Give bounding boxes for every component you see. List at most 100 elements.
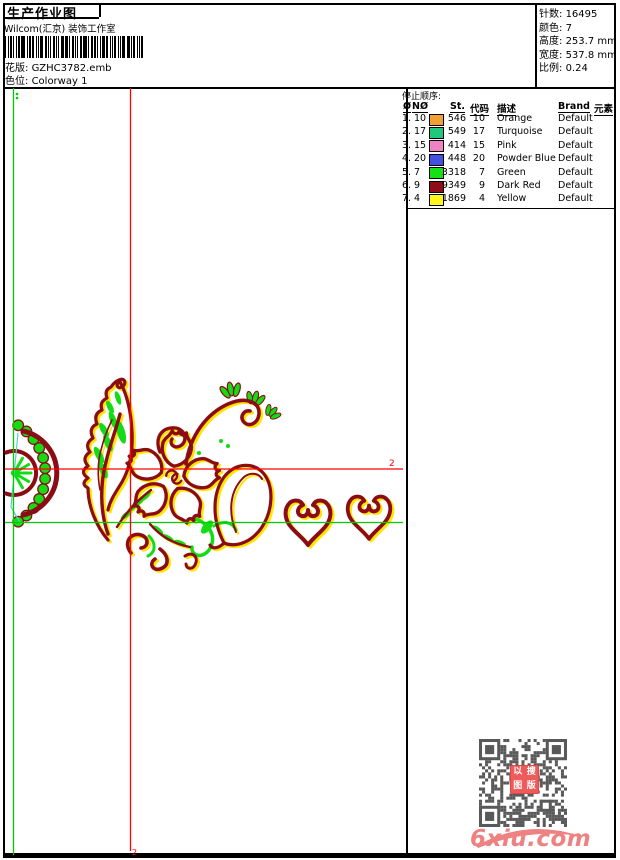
thread-swatch — [429, 181, 444, 193]
row-code: 17 — [472, 126, 485, 138]
row-description: Yellow — [497, 193, 527, 205]
row-stitches: 3318 — [441, 166, 466, 178]
row-num: 4. — [402, 153, 412, 165]
col-num: Ø — [403, 101, 412, 113]
row-brand: Default — [558, 193, 593, 205]
thread-swatch — [429, 194, 444, 206]
stat-width: 宽度: 537.8 mm — [539, 46, 617, 61]
row-description: Powder Blue — [497, 153, 556, 165]
row-needle: 20 — [414, 153, 427, 165]
thread-swatch — [429, 140, 444, 152]
hoop-marker-right: 2 — [389, 459, 395, 469]
col-element: 元素 — [594, 101, 614, 116]
stats-box-divider — [535, 3, 537, 87]
row-needle: 7 — [414, 166, 421, 178]
colorway-line: 色位: Colorway 1 — [5, 72, 87, 87]
row-needle: 9 — [414, 180, 421, 191]
title-box-border-right — [99, 3, 101, 17]
watermark-swoosh — [476, 828, 580, 848]
title-box-border-bottom — [3, 17, 99, 19]
stat-label: 比例: — [539, 63, 563, 74]
stat-stitches: 针数: 16495 — [539, 5, 597, 20]
col-description: 描述 — [497, 101, 517, 116]
col-brand: Brand — [558, 101, 590, 113]
thread-swatch — [429, 154, 444, 166]
colorway-label: 色位: — [5, 76, 29, 87]
stat-height: 高度: 253.7 mm — [539, 32, 617, 47]
row-num: 1. — [402, 113, 412, 124]
col-code: 代码 — [470, 101, 490, 116]
thread-swatch — [429, 127, 444, 139]
row-stitches: 546 — [447, 113, 466, 124]
row-needle: 17 — [414, 126, 427, 138]
row-brand: Default — [558, 113, 593, 124]
red-seal-stamp: 以 搜 图 版 — [510, 765, 539, 794]
stitch-chord-line — [10, 432, 22, 525]
row-brand: Default — [558, 166, 593, 178]
fan-motif — [3, 419, 60, 528]
scroll-leaflets — [187, 381, 282, 455]
row-brand: Default — [558, 180, 593, 191]
studio-name: Wilcom(汇京) 装饰工作室 — [4, 24, 116, 35]
row-stitches: 448 — [447, 153, 466, 165]
pattern-label: 花版: — [5, 63, 29, 74]
guide-lines: 2 2 — [5, 88, 403, 857]
seal-char: 图 — [513, 780, 523, 791]
stat-scale: 比例: 0.24 — [539, 59, 588, 74]
stat-value: 537.8 mm — [565, 49, 617, 61]
row-description: Pink — [497, 139, 517, 151]
row-stitches: 549 — [447, 126, 466, 138]
barcode — [3, 36, 143, 58]
thread-swatch — [429, 167, 444, 179]
row-description: Dark Red — [497, 180, 541, 191]
seal-char: 搜 — [526, 767, 536, 778]
row-num: 3. — [402, 139, 412, 151]
row-num: 2. — [402, 126, 412, 138]
row-needle: 4 — [414, 193, 421, 205]
page-border — [3, 3, 616, 858]
col-stitches: St. — [450, 101, 465, 113]
table-bottom-divider — [406, 208, 616, 209]
row-code: 20 — [472, 153, 485, 165]
row-code: 10 — [472, 113, 485, 124]
watermark-text: 6xiu.com — [470, 826, 592, 852]
row-num: 5. — [402, 166, 412, 178]
stat-label: 颜色: — [539, 22, 563, 34]
row-brand: Default — [558, 153, 593, 165]
row-code: 4 — [478, 193, 485, 205]
row-stitches: 414 — [447, 139, 466, 151]
row-code: 15 — [472, 139, 485, 151]
stat-value: 253.7 mm — [565, 36, 617, 47]
stat-label: 高度: — [539, 36, 563, 47]
colorway-value: Colorway 1 — [31, 76, 88, 87]
row-needle: 10 — [414, 113, 427, 124]
row-stitches: 9349 — [441, 180, 466, 191]
row-num: 7. — [402, 193, 412, 205]
col-needle: NØ — [412, 101, 429, 113]
row-num: 6. — [402, 180, 412, 191]
start-point-dot — [15, 92, 19, 96]
pattern-value: GZHC3782.emb — [31, 63, 112, 74]
page-title: 生产作业图 — [7, 7, 78, 22]
row-brand: Default — [558, 139, 593, 151]
row-description: Green — [497, 166, 526, 178]
stat-value: 16495 — [565, 9, 598, 20]
stat-colors: 颜色: 7 — [539, 19, 572, 34]
row-code: 7 — [478, 166, 485, 178]
stop-sequence-title: 停止顺序: — [402, 92, 442, 102]
seal-char: 版 — [526, 780, 536, 791]
stat-value: 7 — [565, 22, 572, 34]
row-stitches: 1869 — [441, 193, 466, 205]
seal-char: 以 — [513, 767, 523, 778]
thread-swatch — [429, 114, 444, 126]
start-point-dot — [15, 96, 19, 100]
row-code: 9 — [478, 180, 485, 191]
pattern-file-line: 花版: GZHC3782.emb — [5, 59, 112, 74]
header-divider — [3, 87, 616, 89]
main-column-divider — [406, 87, 408, 853]
row-description: Turquoise — [497, 126, 543, 138]
row-description: Orange — [497, 113, 533, 124]
stat-label: 针数: — [539, 9, 563, 20]
